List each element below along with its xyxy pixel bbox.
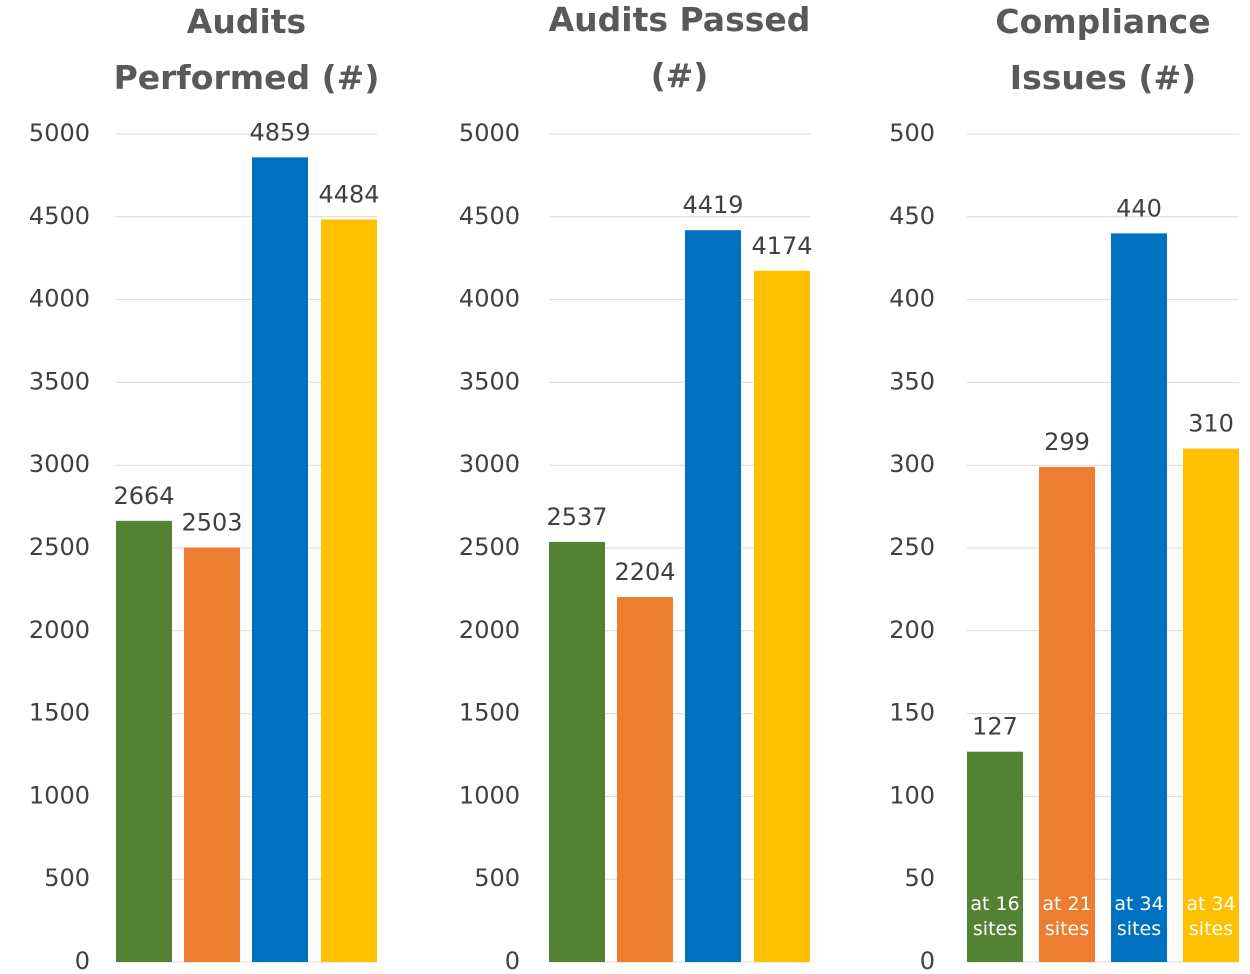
value-label: 2664 [113, 482, 174, 510]
value-label: 127 [972, 713, 1018, 741]
y-tick-label: 500 [889, 119, 935, 147]
y-tick-label: 300 [889, 450, 935, 478]
y-tick-label: 150 [889, 699, 935, 727]
bar-label: at 16 sites [970, 893, 1020, 940]
y-tick-label: 1500 [459, 699, 520, 727]
bar [1111, 233, 1167, 963]
value-label: 299 [1044, 428, 1090, 456]
y-tick-label: 2500 [459, 533, 520, 561]
bar [1183, 448, 1239, 962]
y-tick-label: 2500 [29, 533, 90, 561]
bar-label: at 21 sites [1042, 893, 1092, 940]
value-label: 440 [1116, 194, 1162, 222]
y-tick-label: 350 [889, 367, 935, 395]
y-tick-label: 200 [889, 616, 935, 644]
y-tick-label: 4000 [29, 285, 90, 313]
y-tick-label: 4500 [29, 202, 90, 230]
bar [549, 541, 605, 962]
y-tick-label: 500 [44, 864, 90, 892]
y-tick-label: 0 [920, 947, 935, 974]
bar [617, 597, 673, 962]
y-tick-label: 1500 [29, 699, 90, 727]
value-label: 2204 [614, 558, 675, 586]
chart-title: Audits Performed (#) [113, 2, 380, 97]
bar [754, 270, 810, 962]
y-tick-label: 400 [889, 285, 935, 313]
y-tick-label: 4000 [459, 285, 520, 313]
y-tick-label: 1000 [459, 781, 520, 809]
y-tick-label: 250 [889, 533, 935, 561]
value-label: 2537 [546, 503, 607, 531]
value-label: 2503 [181, 509, 242, 537]
y-tick-label: 3500 [459, 367, 520, 395]
bar [116, 520, 172, 962]
bar [252, 157, 308, 962]
y-tick-label: 3000 [29, 450, 90, 478]
chart-title: Audits Passed (#) [548, 0, 811, 95]
y-tick-label: 4500 [459, 202, 520, 230]
y-tick-label: 1000 [29, 781, 90, 809]
y-tick-label: 0 [505, 947, 520, 974]
y-tick-label: 3500 [29, 367, 90, 395]
bar-label: at 34 sites [1114, 893, 1164, 940]
bar-label: at 34 sites [1186, 893, 1236, 940]
y-tick-label: 0 [75, 947, 90, 974]
bar [321, 219, 377, 963]
y-tick-label: 100 [889, 781, 935, 809]
y-tick-label: 500 [474, 864, 520, 892]
bar [1039, 466, 1095, 962]
y-tick-label: 2000 [29, 616, 90, 644]
bar [184, 547, 240, 962]
bar [967, 751, 1023, 962]
y-tick-label: 3000 [459, 450, 520, 478]
value-label: 4174 [751, 232, 812, 260]
y-tick-label: 5000 [29, 119, 90, 147]
bar [685, 230, 741, 962]
value-label: 4484 [318, 180, 379, 208]
value-label: 4859 [249, 118, 310, 146]
y-tick-label: 2000 [459, 616, 520, 644]
y-tick-label: 50 [904, 864, 935, 892]
value-label: 4419 [682, 191, 743, 219]
value-label: 310 [1188, 410, 1234, 438]
chart-title: Compliance Issues (#) [995, 2, 1211, 97]
y-tick-label: 450 [889, 202, 935, 230]
y-tick-label: 5000 [459, 119, 520, 147]
